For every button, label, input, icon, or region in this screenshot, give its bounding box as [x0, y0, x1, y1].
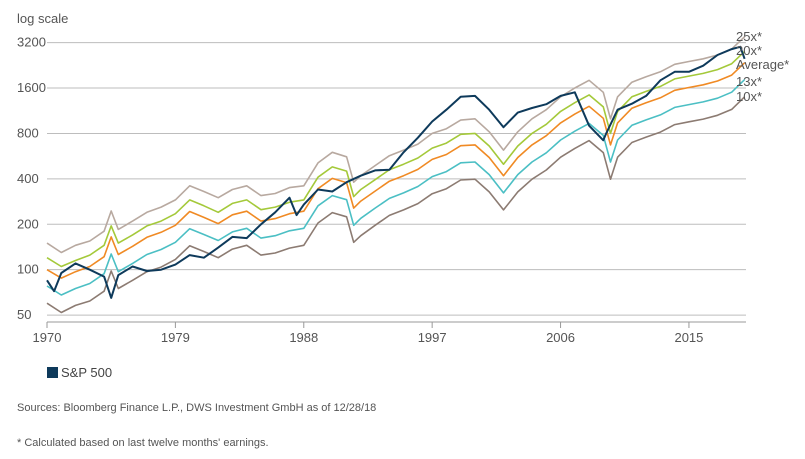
series-end-label-13x: 13x* — [736, 74, 762, 89]
series-line-average — [46, 62, 746, 279]
series-line-20x — [46, 50, 746, 268]
x-tick-label-1970: 1970 — [33, 330, 62, 345]
series-line-s-p-500 — [46, 45, 746, 299]
y-tick-label-800: 800 — [17, 125, 39, 140]
x-tick-label-1997: 1997 — [418, 330, 447, 345]
y-tick-label-400: 400 — [17, 171, 39, 186]
chart-area: log scale 50 100 200 400 800 1600 3200 1970 1979… — [17, 11, 789, 345]
legend-swatch-sp500 — [47, 367, 58, 378]
y-tick-label-50: 50 — [17, 307, 31, 322]
x-tick-label-1979: 1979 — [161, 330, 190, 345]
x-tick-label-1988: 1988 — [289, 330, 318, 345]
x-tick-label-2006: 2006 — [546, 330, 575, 345]
legend-label-sp500: S&P 500 — [61, 365, 113, 380]
y-tick-label-3200: 3200 — [17, 35, 46, 50]
series-line-13x — [46, 79, 746, 296]
footnote: * Calculated based on last twelve months… — [17, 437, 269, 449]
y-tick-label-1600: 1600 — [17, 80, 46, 95]
source-note: Sources: Bloomberg Finance L.P., DWS Inv… — [17, 402, 377, 414]
series-line-25x — [46, 36, 746, 254]
series-end-label-20x: 20x* — [736, 43, 762, 58]
y-tick-label-200: 200 — [17, 216, 39, 231]
legend: S&P 500 — [47, 365, 112, 380]
chart-svg: 50 100 200 400 800 1600 3200 1970 1979 1988 1997 20… — [17, 29, 789, 345]
series-line-10x — [46, 96, 746, 314]
series-end-label-average: Average* — [736, 57, 789, 72]
y-axis-title: log scale — [17, 11, 69, 26]
series-end-label-25x: 25x* — [736, 29, 762, 44]
y-tick-label-100: 100 — [17, 262, 39, 277]
x-tick-label-2015: 2015 — [674, 330, 703, 345]
series-end-label-10x: 10x* — [736, 89, 762, 104]
